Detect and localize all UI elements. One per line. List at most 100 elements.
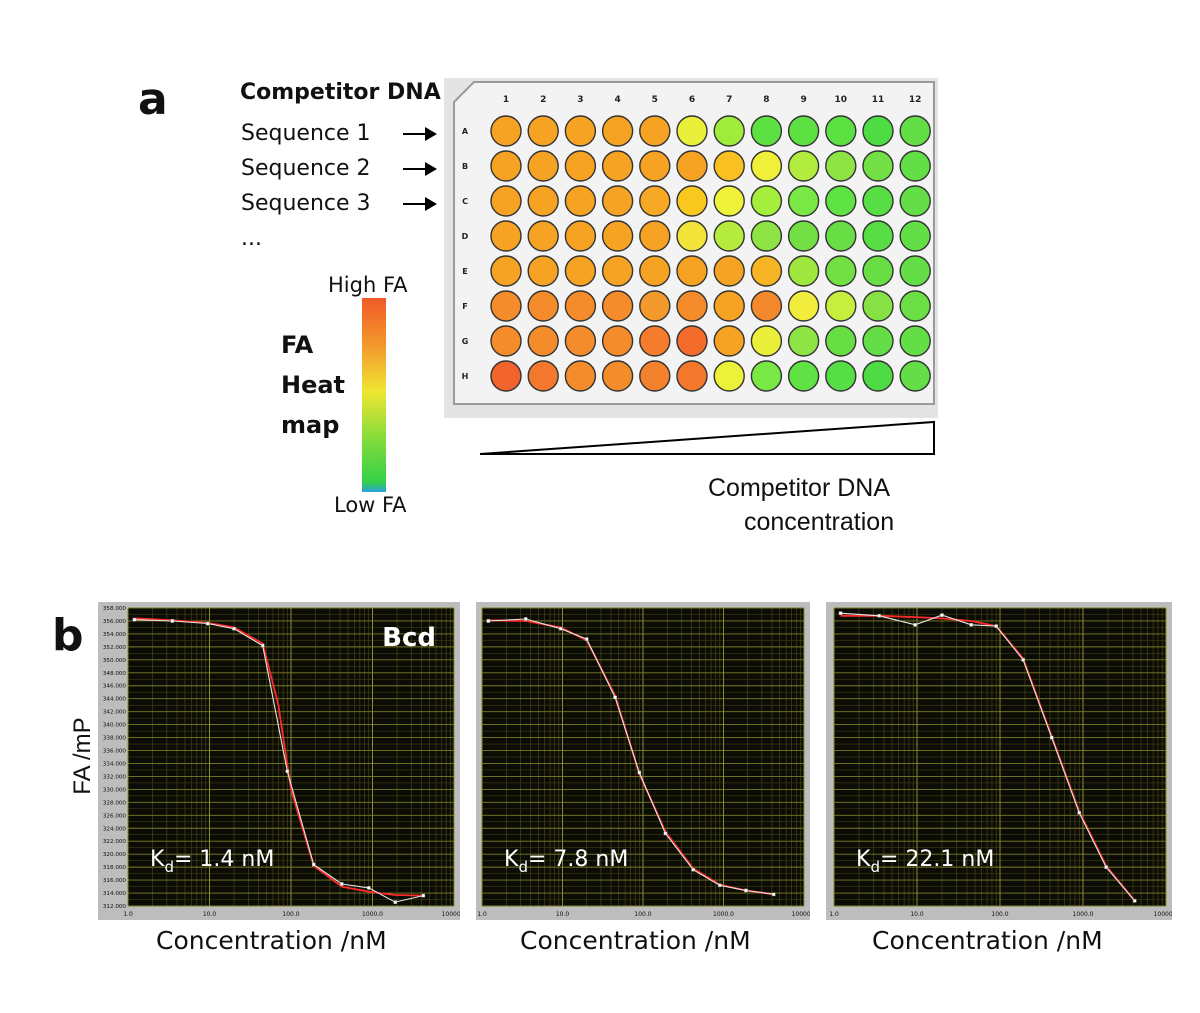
data-point <box>771 892 776 897</box>
plate-well <box>490 115 522 147</box>
y-tick-label: 350.000 <box>103 658 127 664</box>
y-tick-label: 348.000 <box>103 671 127 677</box>
y-tick-label: 344.000 <box>103 697 127 703</box>
plate-column-label: 8 <box>763 95 769 105</box>
x-tick-label: 10.0 <box>910 911 924 918</box>
plate-well <box>750 255 783 287</box>
plate-row-label: H <box>462 372 469 381</box>
plate-well <box>713 360 745 392</box>
plate-row-label: B <box>462 162 468 171</box>
x-tick-label: 100.0 <box>991 911 1008 918</box>
plate-well <box>676 220 708 252</box>
plate-well <box>787 290 820 322</box>
plate-well <box>713 290 745 322</box>
chart-bcd: 1.0 10.0 100.0 1000.0 10000.0 312.000 314.000 3… <box>103 606 460 918</box>
chart-title: Bcd <box>382 623 436 653</box>
plate-well <box>527 290 559 322</box>
plate-well <box>750 115 783 147</box>
plate-well <box>564 185 597 217</box>
plate-well <box>676 185 708 217</box>
plate-column-label: 2 <box>540 95 546 105</box>
y-tick-label: 320.000 <box>103 852 127 858</box>
plate-well <box>787 255 820 287</box>
data-point <box>637 770 642 775</box>
plate-well <box>564 255 597 287</box>
plate-well <box>490 220 522 252</box>
heatmap-title-line2: Heat <box>281 371 346 399</box>
x-tick-label: 1000.0 <box>362 911 383 918</box>
plate-well <box>676 115 708 147</box>
plate-well <box>862 325 894 357</box>
series-fit-line <box>134 617 424 897</box>
plate-well <box>527 360 559 392</box>
chart-second: 1.0 10.0 100.0 1000.0 10000.0 Kd= 7.8 nM <box>477 607 810 918</box>
plate-well <box>787 150 820 182</box>
data-point <box>1049 735 1054 740</box>
heatmap-colorbar <box>362 298 386 492</box>
plate-well <box>601 115 634 147</box>
y-tick-label: 356.000 <box>103 619 127 625</box>
y-tick-label: 314.000 <box>103 891 127 897</box>
plate-well <box>490 360 522 392</box>
plate-well <box>490 325 522 357</box>
plate-well <box>899 325 931 357</box>
y-tick-label: 352.000 <box>103 645 127 651</box>
plate-well <box>527 185 559 217</box>
data-point <box>613 695 617 700</box>
plate-column-label: 11 <box>872 95 885 105</box>
plate-well <box>639 325 671 357</box>
plate-well <box>862 150 894 182</box>
concentration-wedge <box>479 420 935 455</box>
data-point <box>170 619 175 623</box>
plate-well <box>601 255 634 287</box>
plate-well <box>787 360 820 392</box>
plate-row-label: G <box>462 337 469 346</box>
plate-well <box>750 220 783 252</box>
plate-well <box>639 115 671 147</box>
data-point <box>486 619 491 623</box>
plate-well <box>639 185 671 217</box>
kd-annotation: Kd= 22.1 nM <box>856 847 994 876</box>
plate-well <box>862 115 894 147</box>
plate-column-label: 7 <box>726 95 732 105</box>
y-tick-label: 318.000 <box>103 865 127 871</box>
plate-row-label: A <box>462 127 469 136</box>
heatmap-low-label: Low FA <box>334 493 407 517</box>
plate-well <box>564 325 597 357</box>
data-point <box>584 637 589 641</box>
data-point <box>260 643 265 648</box>
plate-well <box>713 150 745 182</box>
data-point <box>311 862 316 867</box>
x-tick-label: 10000.0 <box>442 911 460 918</box>
data-point <box>1021 658 1025 662</box>
data-point <box>691 867 695 872</box>
data-point <box>421 893 426 898</box>
data-point <box>718 883 722 888</box>
plate-well <box>490 185 522 217</box>
plate-well <box>825 255 857 287</box>
plate-well <box>639 255 671 287</box>
plate-well <box>564 220 597 252</box>
y-tick-label: 332.000 <box>103 774 127 780</box>
x-tick-label: 10.0 <box>556 911 570 918</box>
gradient-label-line2: concentration <box>744 508 895 536</box>
y-tick-label: 334.000 <box>103 761 127 767</box>
plate-well <box>527 150 559 182</box>
plate-column-label: 6 <box>689 95 695 105</box>
plate-well <box>713 255 745 287</box>
plate-well <box>899 290 931 322</box>
plate-well <box>639 150 671 182</box>
competitor-dna-heading: Competitor DNA <box>240 80 441 105</box>
plate-column-label: 5 <box>652 95 658 105</box>
kd-annotation: Kd= 1.4 nM <box>150 847 274 876</box>
plate-well <box>601 220 634 252</box>
plate-well <box>825 115 857 147</box>
plate-well <box>750 325 783 357</box>
plate-well <box>639 220 671 252</box>
data-point <box>1104 865 1108 869</box>
y-tick-label: 346.000 <box>103 684 127 690</box>
plate-well <box>676 360 708 392</box>
plate-well <box>862 255 894 287</box>
plate-well <box>825 325 857 357</box>
